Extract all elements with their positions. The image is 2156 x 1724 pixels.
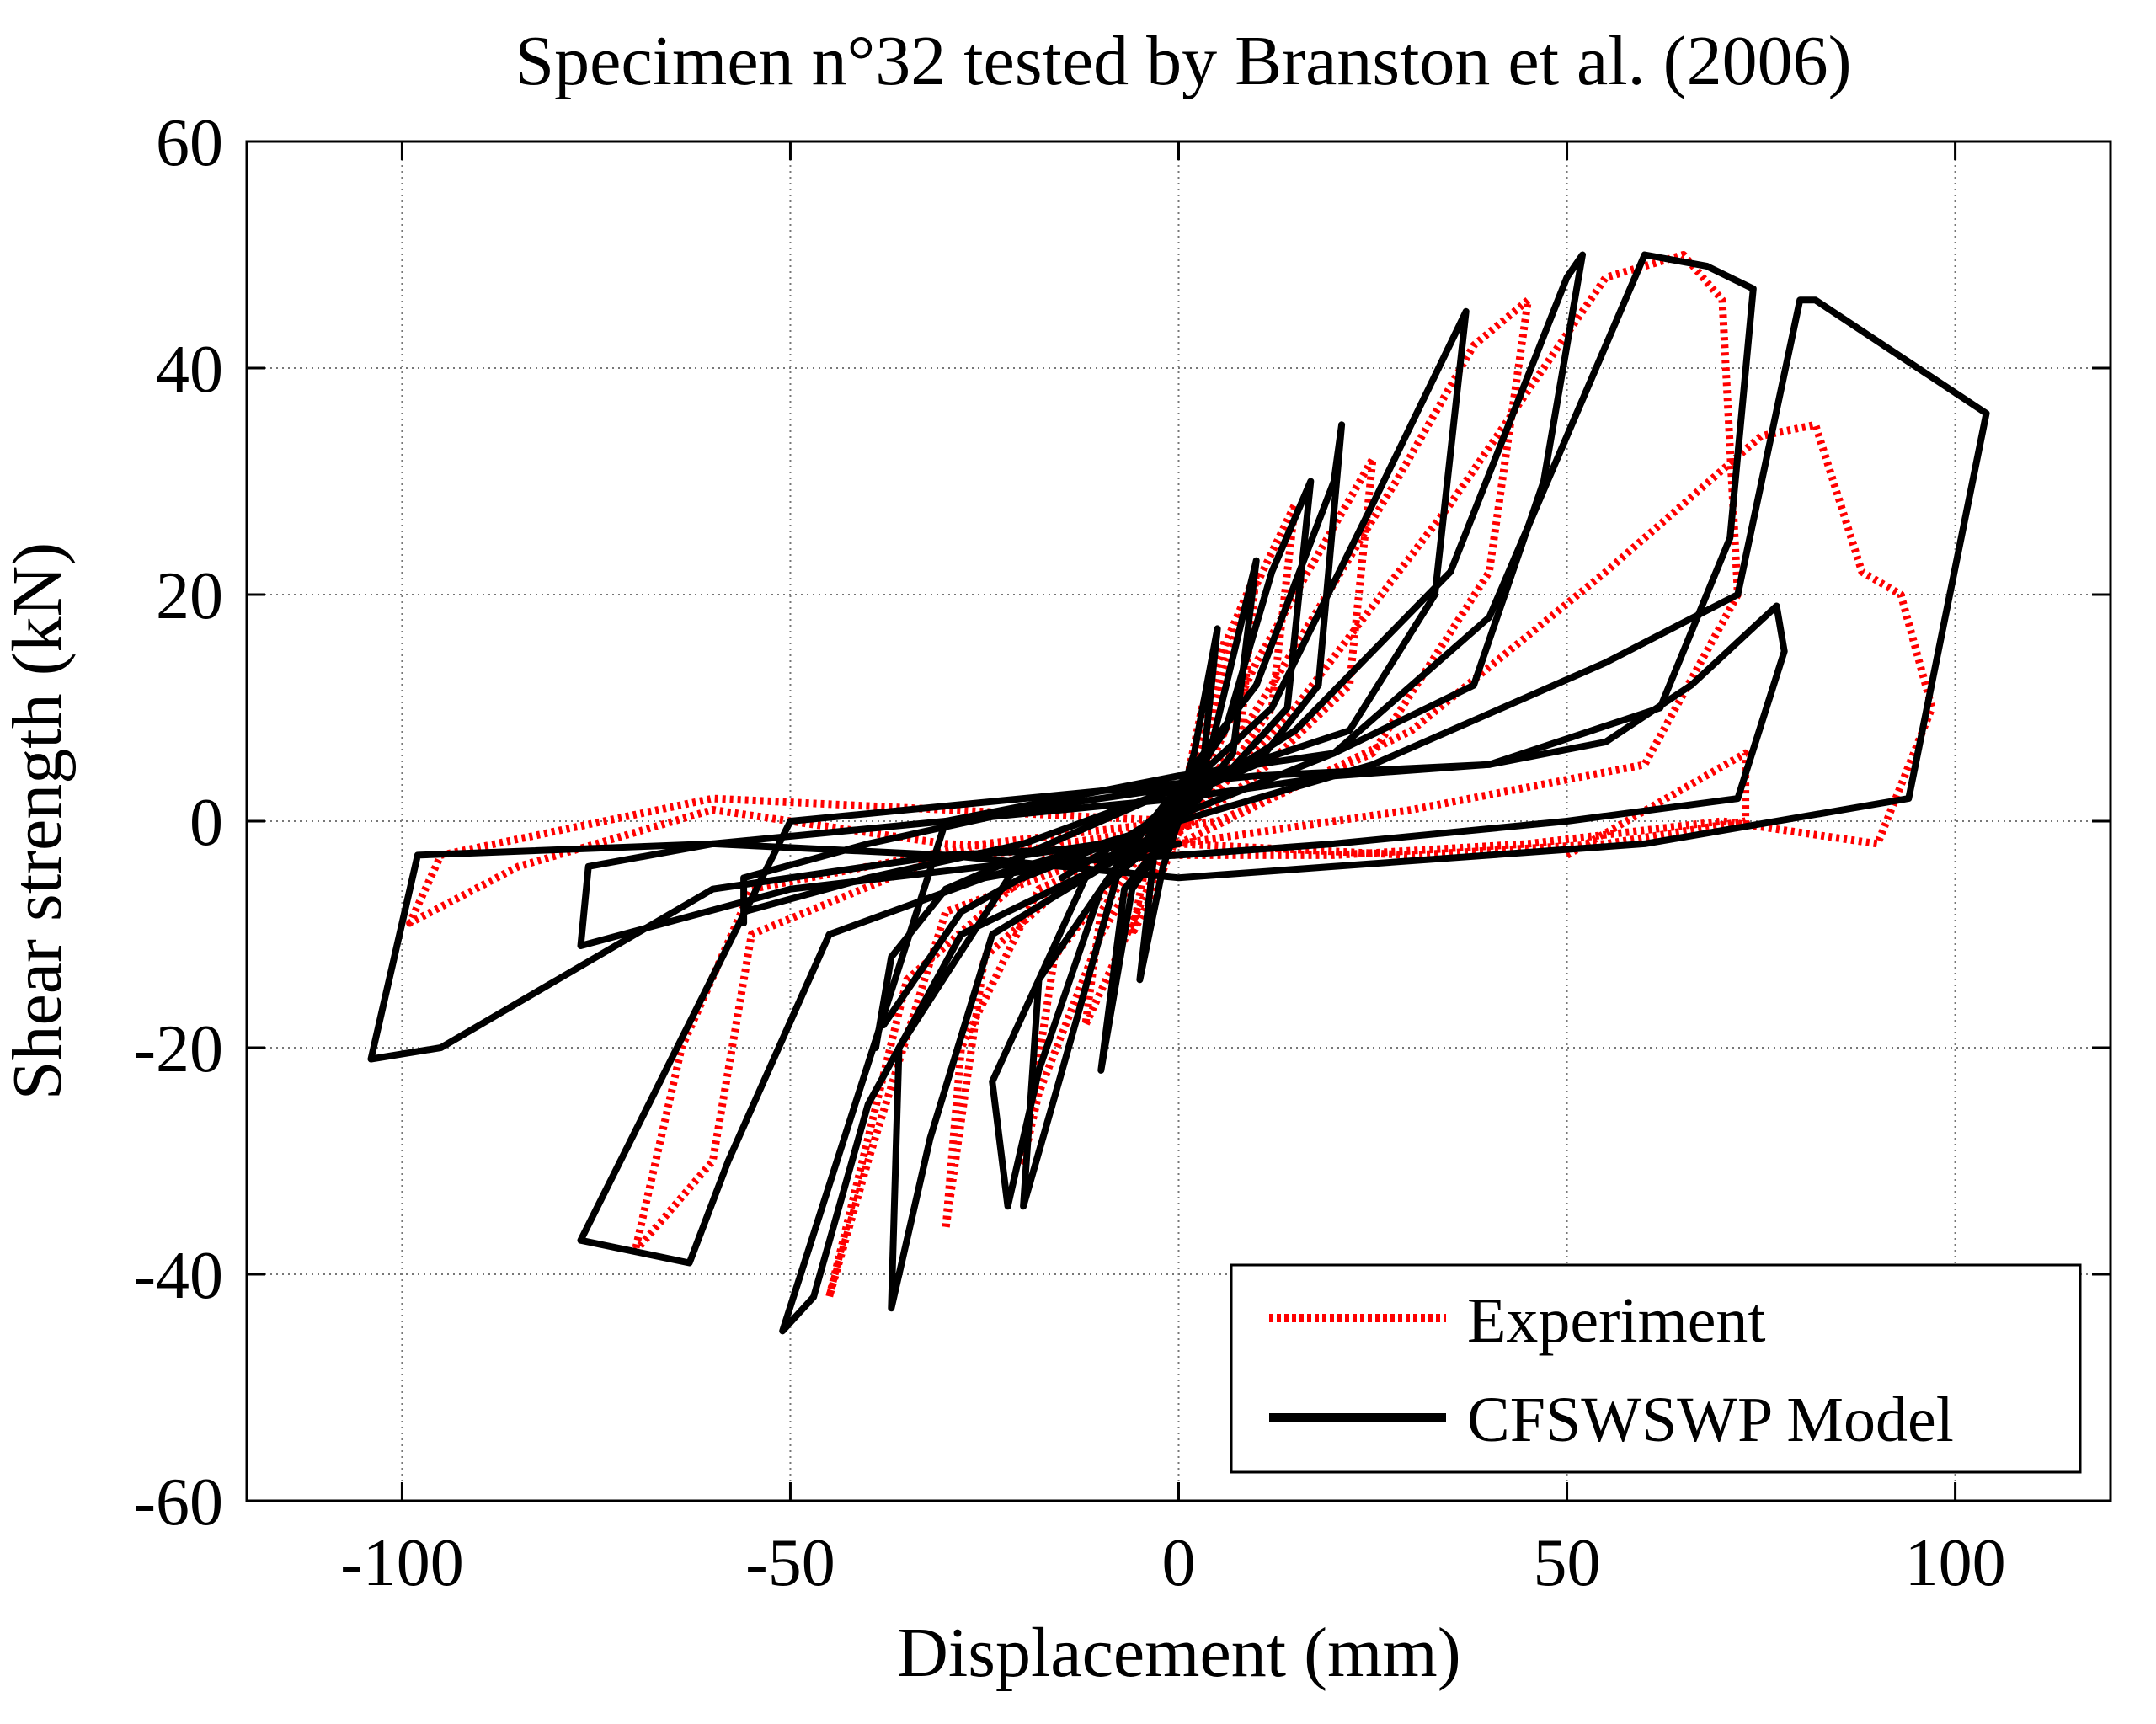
legend-box (1230, 1263, 2082, 1474)
model-hysteresis-loop-8 (367, 296, 1990, 1063)
y-tick-label: 20 (156, 559, 223, 633)
experiment-hysteresis-loop-7 (406, 420, 1936, 927)
plot-area-frame (245, 140, 2112, 1502)
model-hysteresis-loop-11 (872, 818, 1182, 1051)
series-layer (367, 251, 1990, 1335)
x-tick-label: -100 (340, 1526, 464, 1600)
x-tick-label: 100 (1905, 1526, 2006, 1600)
chart-title: Specimen n°32 tested by Branston et al. … (515, 22, 1851, 100)
y-tick-label: -60 (133, 1465, 223, 1540)
legend-label-experiment: Experiment (1467, 1285, 1766, 1356)
x-tick-labels: -100 -50 0 50 100 (340, 1526, 2005, 1600)
x-axis-label: Displacement (mm) (897, 1614, 1460, 1692)
y-tick-label: 40 (156, 333, 223, 407)
y-tick-label: 60 (156, 106, 223, 180)
series-cfswswp-model (367, 251, 1990, 1335)
model-hysteresis-loop-6 (779, 251, 1586, 1335)
y-axis-label: Shear strength (kN) (0, 542, 77, 1100)
y-tick-labels: -60 -40 -20 0 20 40 60 (133, 106, 223, 1540)
y-tick-label: 0 (189, 786, 223, 860)
legend: Experiment CFSWSWP Model (1230, 1263, 2082, 1474)
model-hysteresis-loop-7 (577, 251, 1757, 1267)
y-tick-label: -20 (133, 1012, 223, 1086)
x-tick-label: -50 (745, 1526, 835, 1600)
x-tick-label: 0 (1162, 1526, 1196, 1600)
model-hysteresis-loop-10 (740, 783, 1182, 926)
y-tick-label: -40 (133, 1239, 223, 1313)
x-tick-label: 50 (1534, 1526, 1601, 1600)
experiment-hysteresis-loop-6 (631, 251, 1742, 1256)
legend-label-model: CFSWSWP Model (1467, 1385, 1954, 1455)
model-hysteresis-loop-9 (577, 602, 1788, 949)
experiment-hysteresis-loop-5 (825, 296, 1532, 1301)
